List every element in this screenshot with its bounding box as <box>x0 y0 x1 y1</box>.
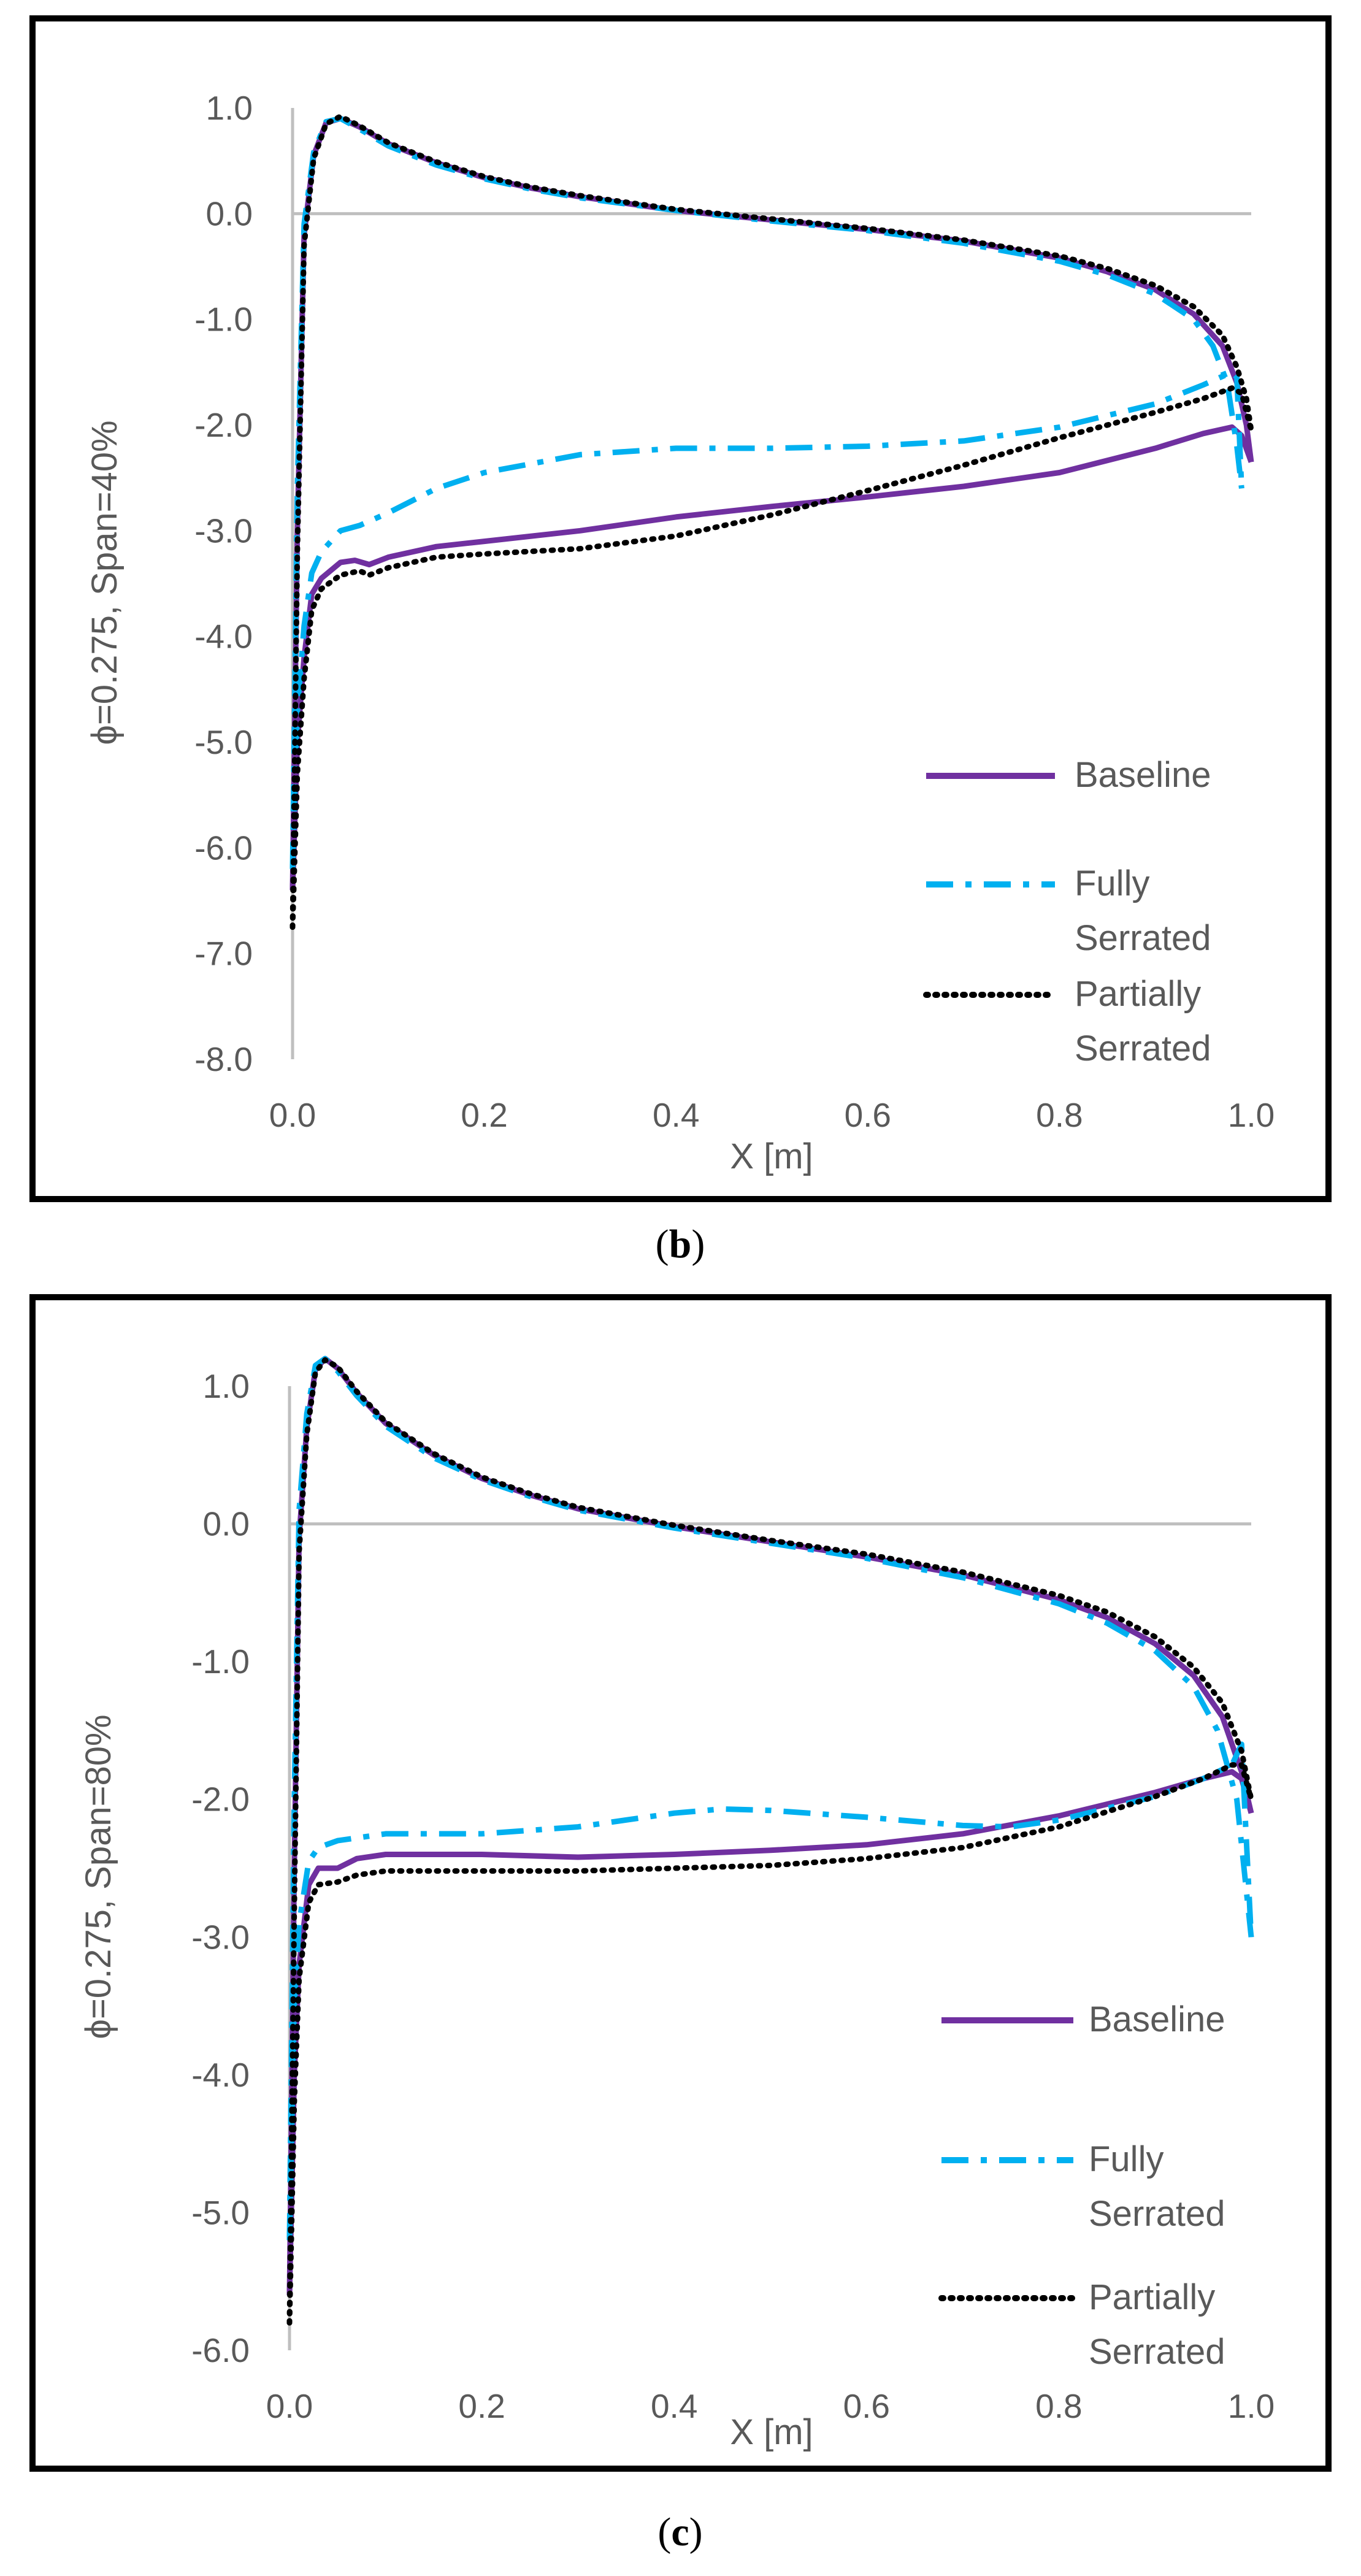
caption-paren-close: ) <box>689 2510 703 2555</box>
y-tick-label: -2.0 <box>194 406 253 444</box>
y-tick-label: -6.0 <box>191 2331 250 2369</box>
y-tick-label: 0.0 <box>203 1505 250 1543</box>
series-line-upper <box>289 115 1244 869</box>
x-tick-label: 0.0 <box>269 1096 316 1134</box>
y-tick-label: -4.0 <box>194 618 253 656</box>
y-axis-title: ϕ=0.275, Span=80% <box>79 1714 118 2039</box>
x-tick-label: 0.2 <box>461 1096 507 1134</box>
caption-paren-open: ( <box>657 2510 671 2555</box>
caption-paren-open: ( <box>656 1222 669 1267</box>
x-tick-labels: 0.0 0.2 0.4 0.6 0.8 1.0 <box>269 1096 1275 1134</box>
legend-entry: Partially Serrated <box>923 974 1211 1068</box>
y-tick-label: -5.0 <box>194 723 253 761</box>
y-tick-label: -7.0 <box>194 935 253 973</box>
chart-frame <box>29 1294 1332 2472</box>
series-line-upper <box>286 1357 1254 2326</box>
x-tick-label: 1.0 <box>1228 1096 1275 1134</box>
figure-caption: (b) <box>656 1222 705 1267</box>
x-tick-label: 0.8 <box>1035 2387 1082 2425</box>
x-tick-label: 0.4 <box>653 1096 699 1134</box>
x-axis-title: X [m] <box>730 2412 813 2452</box>
legend-label: Fully <box>1089 2139 1164 2179</box>
caption-letter: c <box>671 2510 689 2555</box>
y-tick-label: 1.0 <box>206 89 253 127</box>
y-tick-label: -1.0 <box>191 1643 250 1681</box>
caption-letter: b <box>669 1222 692 1267</box>
legend-entry: Baseline <box>926 755 1211 795</box>
legend-label: Serrated <box>1089 2332 1225 2372</box>
series-line-lower <box>286 1762 1254 2326</box>
y-tick-label: -2.0 <box>191 1781 250 1819</box>
x-tick-label: 0.4 <box>651 2387 697 2425</box>
y-tick-label: -6.0 <box>194 829 253 867</box>
y-tick-label: -4.0 <box>191 2056 250 2094</box>
legend-entry: Fully Serrated <box>926 864 1211 958</box>
legend-label: Baseline <box>1075 755 1211 795</box>
caption-paren-close: ) <box>691 1222 705 1267</box>
y-tick-label: -3.0 <box>194 512 253 550</box>
series-line-lower <box>289 369 1244 869</box>
y-tick-label: -8.0 <box>194 1040 253 1078</box>
series-line-lower <box>286 1741 1254 2241</box>
chart-panel-c: 1.00.0-1.0-2.0-3.0-4.0-5.0-6.00.0 0.2 0.4 0… <box>29 1294 1332 2472</box>
y-tick-labels: 1.0 0.0 -1.0 -2.0 -3.0 -4.0 -5.0 -6.0 <box>191 1367 250 2369</box>
x-tick-label: 0.0 <box>266 2387 313 2425</box>
x-tick-label: 0.2 <box>458 2387 505 2425</box>
y-axis-title: ϕ=0.275, Span=40% <box>85 420 125 745</box>
legend-label: Serrated <box>1089 2194 1225 2234</box>
legend-label: Partially <box>1075 974 1201 1014</box>
y-tick-label: -5.0 <box>191 2193 250 2231</box>
series-partially-serrated <box>289 113 1254 930</box>
series-line-upper <box>289 113 1254 930</box>
x-tick-label: 1.0 <box>1228 2387 1275 2425</box>
series-fully-serrated <box>289 115 1244 869</box>
series-line-lower <box>289 424 1254 891</box>
legend-entry: Fully Serrated <box>941 2139 1225 2234</box>
y-tick-label: -3.0 <box>191 1918 250 1956</box>
figure-caption: (c) <box>657 2510 702 2555</box>
x-tick-label: 0.6 <box>845 1096 891 1134</box>
series-partially-serrated <box>286 1357 1254 2326</box>
legend-label: Serrated <box>1075 1029 1211 1068</box>
y-tick-label: 0.0 <box>206 194 253 232</box>
y-tick-label: 1.0 <box>203 1367 250 1405</box>
legend-label: Baseline <box>1089 1999 1225 2039</box>
x-axis-title: X [m] <box>730 1137 813 1176</box>
legend: Baseline Fully Serrated Partially Serrated <box>938 1999 1225 2372</box>
series-line-lower <box>289 385 1254 930</box>
chart-frame <box>29 15 1332 1202</box>
legend-label: Fully <box>1075 864 1149 903</box>
chart-panel-b: 1.0 0.0 -1.0 -2.0 -3.0 -4.0 -5.0 -6.0 -7.0 -8.0 0.… <box>29 15 1332 1202</box>
legend-entry: Baseline <box>941 1999 1225 2039</box>
x-tick-label: 0.6 <box>843 2387 890 2425</box>
x-tick-label: 0.8 <box>1036 1096 1083 1134</box>
y-tick-label: -1.0 <box>194 301 253 339</box>
legend: Baseline Fully Serrated Partially Serrated <box>923 755 1211 1068</box>
legend-entry: Partially Serrated <box>938 2277 1225 2372</box>
x-tick-labels: 0.0 0.2 0.4 0.6 0.8 1.0 <box>266 2387 1275 2425</box>
legend-label: Serrated <box>1075 918 1211 958</box>
legend-label: Partially <box>1089 2277 1215 2317</box>
y-tick-labels: 1.0 0.0 -1.0 -2.0 -3.0 -4.0 -5.0 -6.0 -7.0 -8.0 <box>194 89 253 1078</box>
